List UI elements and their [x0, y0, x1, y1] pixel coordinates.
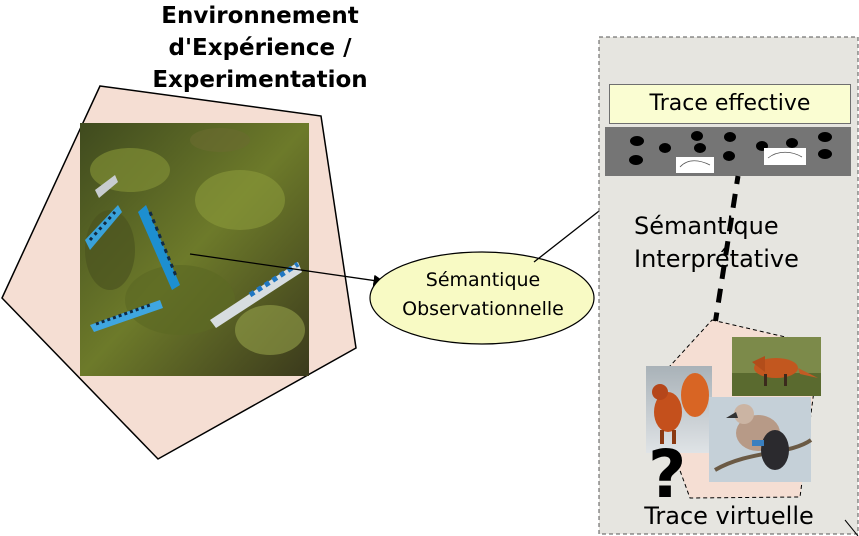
observation-label: Sémantique Observationnelle: [372, 266, 594, 324]
panel-corner-line: [844, 519, 859, 536]
title-line-3: Experimentation: [152, 67, 368, 93]
interpretation-line-2: Interprétative: [634, 245, 799, 273]
fox-photo: [732, 337, 821, 396]
interpretation-line-1: Sémantique: [634, 212, 779, 240]
observation-ellipse: [369, 251, 595, 345]
trace-effective-box: Trace effective: [609, 84, 851, 124]
feathers-photo: [80, 123, 309, 376]
title-line-1: Environnement: [161, 3, 359, 29]
jay-photo: [709, 397, 813, 482]
question-mark: ?: [648, 436, 687, 513]
observation-line-2: Observationnelle: [402, 298, 564, 320]
observation-arrow: [189, 253, 386, 287]
interpretation-label: Sémantique Interprétative: [634, 210, 849, 276]
trace-virtuelle-label: Trace virtuelle: [644, 502, 814, 530]
footprint-dots: [629, 131, 832, 165]
sketch-thumbnails: [676, 148, 806, 173]
squirrel-photo: [646, 366, 712, 453]
title-line-2: d'Expérience /: [168, 35, 352, 61]
observation-line-1: Sémantique: [425, 269, 541, 291]
environment-title: Environnement d'Expérience / Experimenta…: [130, 0, 390, 96]
